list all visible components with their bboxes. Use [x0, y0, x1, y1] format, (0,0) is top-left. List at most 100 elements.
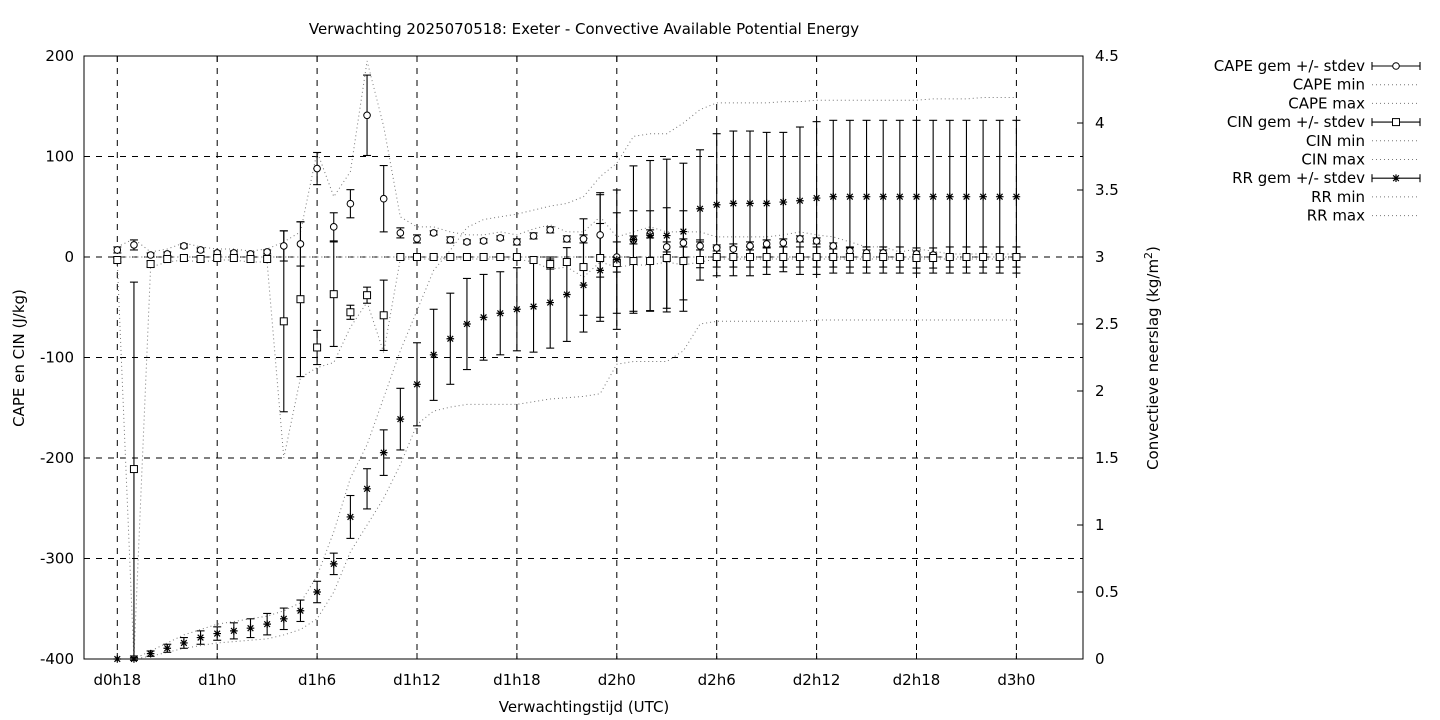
- cin-gem-stdev-point: [346, 308, 355, 317]
- cin-gem-stdev-point: [995, 253, 1004, 261]
- rr-gem-stdev-point: [896, 192, 904, 201]
- cin-gem-stdev-point: [879, 253, 888, 261]
- cin-gem-stdev-point: [795, 253, 804, 261]
- y-tick-label: -400: [40, 650, 74, 668]
- legend-marker-cin-gem-stdev: [1392, 118, 1400, 127]
- cape-gem-stdev-point: [679, 239, 688, 247]
- rr-gem-stdev-point: [796, 196, 804, 205]
- y2-tick-label: 2.5: [1095, 315, 1119, 333]
- legend-marker-rr-gem-stdev: [1392, 174, 1400, 182]
- x-tick-label: d1h18: [493, 671, 541, 689]
- cin-gem-stdev-point: [263, 255, 272, 264]
- cin-gem-stdev-point: [229, 254, 238, 263]
- cin-gem-stdev-point: [1012, 253, 1021, 261]
- rr-gem-stdev-point: [313, 588, 321, 596]
- cape-gem-stdev-point: [762, 240, 771, 248]
- cin-gem-stdev-point: [529, 256, 538, 265]
- rr-gem-stdev-point: [563, 290, 571, 299]
- rr-gem-stdev-point: [496, 309, 505, 318]
- cin-gem-stdev-point: [279, 317, 288, 326]
- rr-gem-stdev-point: [862, 192, 871, 201]
- rr-gem-stdev-point: [662, 231, 671, 240]
- legend-marker-cape-gem-stdev: [1392, 62, 1400, 70]
- x-tick-label: d2h6: [698, 671, 736, 689]
- error-bars: [113, 74, 1021, 661]
- rr-gem-stdev-point: [263, 620, 271, 628]
- rr-max-line: [117, 97, 1017, 660]
- y2-tick-label: 0: [1095, 650, 1105, 668]
- y2-tick-label: 4.5: [1095, 47, 1119, 65]
- cin-gem-stdev-point: [679, 257, 688, 266]
- cin-gem-stdev-point: [462, 253, 471, 261]
- cin-gem-stdev-point: [329, 290, 338, 299]
- cape-gem-stdev-point: [496, 234, 505, 242]
- y-tick-label: 200: [45, 47, 74, 65]
- y2-tick-label: 3.5: [1095, 181, 1119, 199]
- cin-gem-stdev-point: [779, 253, 788, 261]
- cape-gem-stdev-point: [113, 246, 122, 254]
- cin-gem-stdev-point: [912, 254, 921, 263]
- cin-gem-stdev-point: [929, 254, 938, 263]
- rr-gem-stdev-point: [396, 415, 405, 423]
- y-tick-label: -200: [40, 449, 74, 467]
- cape-gem-stdev-point: [130, 241, 138, 249]
- cape-gem-stdev-point: [779, 239, 788, 247]
- rr-gem-stdev-point: [812, 194, 821, 202]
- cin-gem-stdev-point: [696, 256, 705, 265]
- y-tick-label: -300: [40, 550, 74, 568]
- cape-gem-stdev-point: [812, 237, 821, 245]
- cape-gem-stdev-point: [263, 248, 271, 256]
- cin-gem-stdev-point: [246, 255, 255, 264]
- rr-gem-stdev-point: [962, 192, 971, 201]
- rr-gem-stdev-point: [280, 615, 288, 623]
- rr-gem-stdev-point: [646, 231, 654, 240]
- cin-gem-stdev-point: [213, 254, 222, 263]
- cape-gem-stdev-point: [546, 226, 555, 234]
- cape-gem-stdev-point: [596, 231, 604, 239]
- cape-gem-stdev-point: [346, 199, 355, 208]
- y-tick-label: 100: [45, 148, 74, 166]
- rr-gem-stdev-point: [546, 298, 554, 307]
- cin-gem-stdev-point: [729, 253, 738, 261]
- legend-label-rr-min: RR min: [1311, 188, 1365, 206]
- y-tick-label: 0: [64, 248, 74, 266]
- rr-gem-stdev-point: [529, 302, 538, 311]
- rr-gem-stdev-point: [995, 192, 1004, 201]
- plot-frame: [83, 55, 1084, 660]
- cin-gem-stdev-point: [895, 253, 904, 261]
- cape-gem-stdev-point: [746, 242, 754, 250]
- cin-gem-stdev-point: [129, 465, 138, 474]
- cin-gem-stdev-point: [146, 260, 155, 269]
- y2-axis-label-end: ): [1144, 246, 1162, 252]
- data-markers: [113, 111, 1021, 663]
- rr-gem-stdev-point: [513, 305, 521, 314]
- rr-gem-stdev-point: [613, 255, 621, 264]
- cape-gem-stdev-point: [563, 235, 571, 243]
- cape-gem-stdev-point: [396, 229, 405, 237]
- rr-gem-stdev-point: [429, 351, 438, 359]
- rr-gem-stdev-point: [379, 448, 388, 457]
- y2-tick-label: 1: [1095, 516, 1105, 534]
- y-axis-label: CAPE en CIN (J/kg): [10, 289, 28, 427]
- cin-gem-stdev-point: [579, 263, 588, 272]
- x-tick-label: d1h0: [198, 671, 236, 689]
- cape-gem-stdev-point: [329, 223, 338, 231]
- cin-gem-stdev-point: [413, 253, 421, 261]
- rr-gem-stdev-point: [180, 639, 188, 647]
- legend-label-cape-min: CAPE min: [1293, 76, 1365, 94]
- cin-gem-stdev-point: [962, 253, 971, 261]
- cape-gem-stdev-point: [379, 194, 388, 203]
- x-tick-label: d0h18: [93, 671, 141, 689]
- rr-gem-stdev-point: [979, 192, 987, 201]
- y2-tick-label: 1.5: [1095, 449, 1119, 467]
- y2-axis-label-sup: 2: [1142, 252, 1155, 259]
- cin-gem-stdev-point: [429, 253, 438, 261]
- cin-gem-stdev-point: [296, 295, 305, 304]
- cin-gem-stdev-point: [113, 256, 122, 265]
- y2-tick-label: 2: [1095, 382, 1105, 400]
- cin-gem-stdev-point: [862, 253, 871, 261]
- rr-gem-stdev-point: [779, 198, 788, 206]
- y2-tick-label: 3: [1095, 248, 1105, 266]
- cape-gem-stdev-point: [280, 242, 288, 250]
- cin-gem-stdev-point: [196, 255, 205, 264]
